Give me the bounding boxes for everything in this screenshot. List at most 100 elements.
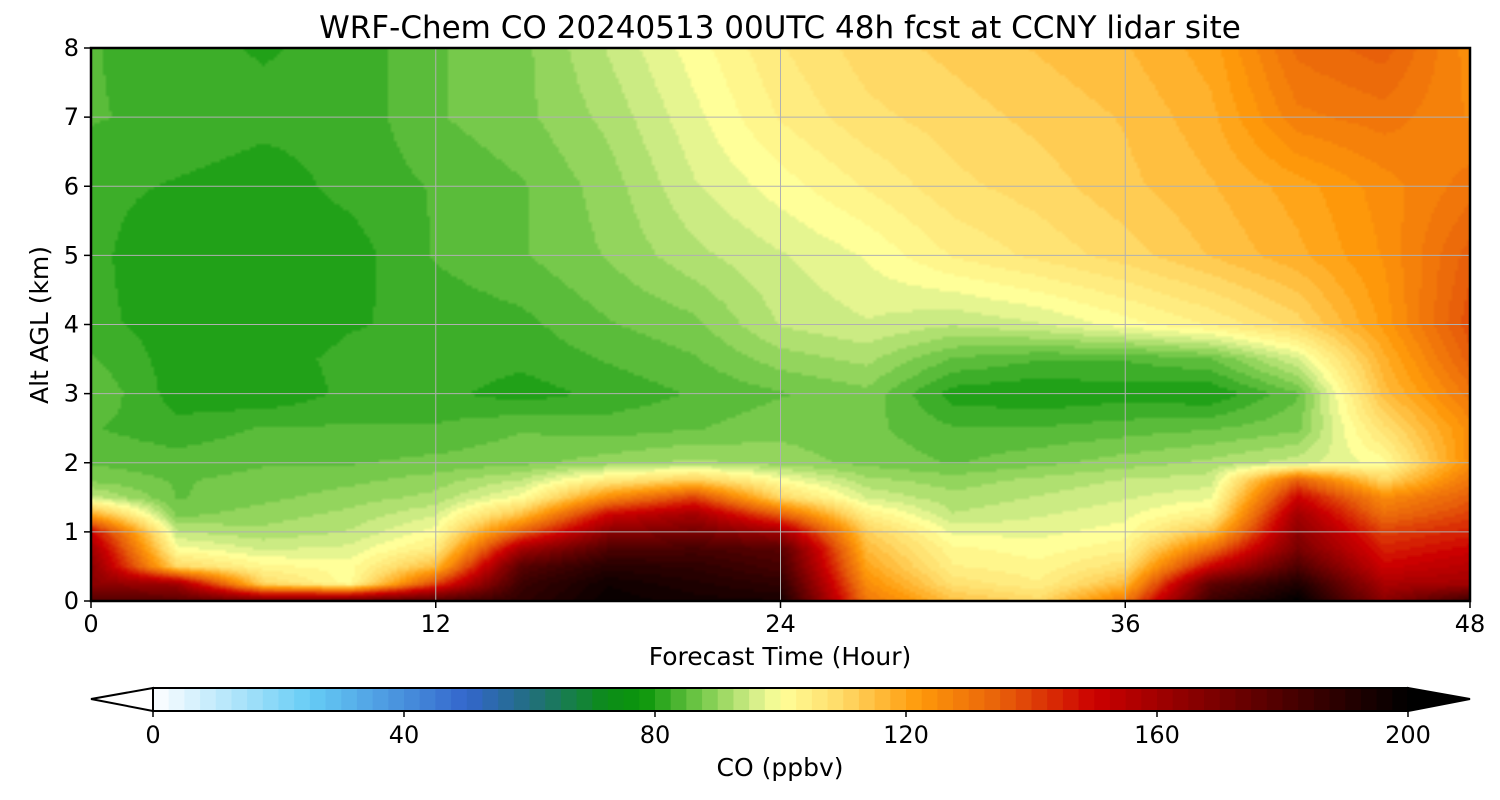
colorbar-segment — [466, 688, 484, 711]
y-tick-label: 5 — [64, 241, 79, 269]
colorbar-segment — [215, 688, 233, 711]
x-tick-label: 0 — [83, 610, 98, 638]
colorbar-segment — [184, 688, 201, 711]
colorbar-segment — [827, 688, 844, 711]
colorbar-segment — [906, 688, 923, 711]
colorbar-segment — [1376, 688, 1393, 711]
colorbar-segment — [419, 688, 436, 711]
colorbar-segment — [1282, 688, 1299, 711]
colorbar-segment — [1015, 688, 1033, 711]
colorbar-segment — [937, 688, 954, 711]
chart-title: WRF-Chem CO 20240513 00UTC 48h fcst at C… — [319, 10, 1241, 46]
y-tick-label: 1 — [64, 518, 79, 546]
colorbar-segment — [1235, 688, 1252, 711]
colorbar-segment — [1204, 688, 1221, 711]
x-tick-label: 12 — [420, 610, 451, 638]
x-axis-label: Forecast Time (Hour) — [649, 642, 912, 671]
colorbar-segment — [1188, 688, 1205, 711]
colorbar-high-extension — [1407, 686, 1471, 713]
colorbar-segment — [890, 688, 907, 711]
colorbar-segment — [811, 688, 829, 711]
colorbar-segment — [200, 688, 217, 711]
colorbar-segment — [153, 688, 170, 711]
colorbar-segment — [953, 688, 970, 711]
colorbar-segment — [278, 688, 295, 711]
colorbar-segment — [1392, 688, 1409, 711]
colorbar-segment — [874, 688, 891, 711]
colorbar-segment — [451, 688, 468, 711]
colorbar-segment — [623, 688, 640, 711]
colorbar-segment — [733, 688, 750, 711]
y-axis: 0 1 2 3 4 5 6 7 8 — [64, 34, 91, 615]
x-tick-label: 36 — [1110, 610, 1141, 638]
colorbar-segment — [341, 688, 358, 711]
colorbar-segment — [294, 688, 311, 711]
colorbar-segment — [1078, 688, 1095, 711]
colorbar-segment — [639, 688, 656, 711]
colorbar-segment — [984, 688, 1001, 711]
colorbar-segment — [1298, 688, 1315, 711]
colorbar-tick-label: 200 — [1385, 721, 1431, 749]
colorbar-tick-label: 0 — [145, 721, 160, 749]
colorbar-segment — [780, 688, 797, 711]
colorbar-segment — [262, 688, 280, 711]
colorbar-segment — [702, 688, 719, 711]
colorbar-segment — [1125, 688, 1142, 711]
colorbar-segment — [1172, 688, 1189, 711]
y-tick-label: 3 — [64, 380, 79, 408]
x-axis: 0 12 24 36 48 — [83, 601, 1485, 638]
colorbar-segment — [1000, 688, 1017, 711]
colorbar-segment — [1157, 688, 1174, 711]
colorbar-segment — [1313, 688, 1331, 711]
colorbar-segment — [1251, 688, 1268, 711]
plot-area — [89, 46, 1472, 603]
colorbar-segment — [545, 688, 562, 711]
colorbar-segment — [796, 688, 813, 711]
y-tick-label: 0 — [64, 587, 79, 615]
y-tick-label: 2 — [64, 449, 79, 477]
x-tick-label: 48 — [1455, 610, 1486, 638]
colorbar: 0 40 80 120 160 200 CO (ppbv) — [90, 686, 1471, 782]
colorbar-segment — [921, 688, 938, 711]
colorbar-segment — [1047, 688, 1064, 711]
colorbar-segment — [1094, 688, 1111, 711]
colorbar-segment — [843, 688, 860, 711]
colorbar-segment — [529, 688, 546, 711]
colorbar-segment — [576, 688, 593, 711]
colorbar-segment — [655, 688, 672, 711]
colorbar-segment — [686, 688, 703, 711]
colorbar-segment — [592, 688, 609, 711]
colorbar-segment — [1109, 688, 1127, 711]
colorbar-segment — [1219, 688, 1237, 711]
colorbar-segment — [247, 688, 264, 711]
colorbar-segment — [231, 688, 248, 711]
colorbar-segment — [717, 688, 735, 711]
colorbar-tick-label: 80 — [640, 721, 671, 749]
colorbar-tick-label: 160 — [1134, 721, 1180, 749]
colorbar-segment — [670, 688, 687, 711]
colorbar-segment — [372, 688, 389, 711]
y-tick-label: 7 — [64, 103, 79, 131]
colorbar-segment — [1062, 688, 1080, 711]
colorbar-segment — [1329, 688, 1346, 711]
colorbar-ticks: 0 40 80 120 160 200 — [145, 711, 1431, 749]
x-tick-label: 24 — [765, 610, 796, 638]
colorbar-segment — [309, 688, 327, 711]
y-axis-label: Alt AGL (km) — [25, 246, 54, 404]
colorbar-frame — [152, 687, 1409, 712]
colorbar-segment — [513, 688, 531, 711]
colorbar-tick-label: 40 — [389, 721, 420, 749]
colorbar-segment — [482, 688, 499, 711]
colorbar-segment — [168, 688, 185, 711]
colorbar-segment — [749, 688, 766, 711]
colorbar-segment — [560, 688, 578, 711]
colorbar-segment — [1360, 688, 1378, 711]
y-tick-label: 4 — [64, 311, 79, 339]
colorbar-low-extension — [90, 686, 154, 713]
colorbar-segment — [404, 688, 421, 711]
colorbar-segment — [1266, 688, 1284, 711]
colorbar-segment — [1141, 688, 1158, 711]
colorbar-segment — [435, 688, 452, 711]
y-tick-label: 8 — [64, 34, 79, 62]
